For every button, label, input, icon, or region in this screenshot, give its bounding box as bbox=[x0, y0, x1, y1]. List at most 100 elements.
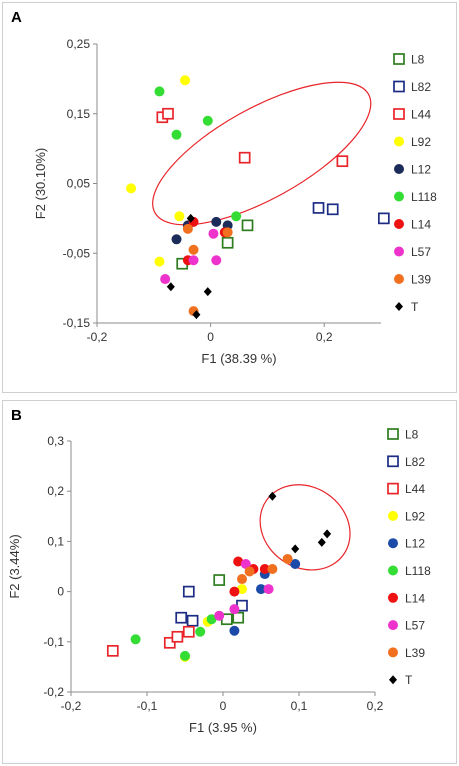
series-l57 bbox=[214, 558, 274, 621]
legend-marker-l82 bbox=[393, 80, 405, 93]
point-l44 bbox=[106, 644, 119, 657]
panel-a-label: A bbox=[11, 9, 22, 26]
point-l118 bbox=[180, 650, 190, 661]
legend-label-l57: L57 bbox=[405, 619, 425, 633]
legend-marker-l39 bbox=[388, 647, 398, 658]
series-l82 bbox=[175, 585, 248, 627]
point-l14 bbox=[259, 564, 270, 575]
legend-label-l39: L39 bbox=[411, 273, 431, 287]
x-tick-label: 0 bbox=[207, 330, 214, 344]
x-tick-label: 0,2 bbox=[316, 330, 333, 344]
y-axis-label: F2 (30.10%) bbox=[33, 148, 48, 220]
legend-label-l82: L82 bbox=[405, 455, 425, 469]
point-l44 bbox=[163, 636, 176, 649]
legend-marker-l8 bbox=[393, 53, 405, 65]
point-l92 bbox=[174, 211, 185, 222]
point-l118 bbox=[206, 614, 217, 625]
series-l57 bbox=[160, 228, 222, 285]
point-l82 bbox=[312, 202, 325, 214]
point-l92 bbox=[237, 584, 247, 595]
y-tick-label: 0,2 bbox=[47, 484, 64, 498]
y-axis-label: F2 (3.44%) bbox=[7, 534, 22, 598]
legend-label-t: T bbox=[411, 300, 419, 314]
point-l82 bbox=[175, 611, 188, 624]
point-l12 bbox=[256, 584, 266, 595]
point-l12 bbox=[290, 558, 301, 569]
y-tick-label: 0,3 bbox=[47, 434, 64, 448]
point-l39 bbox=[267, 564, 278, 575]
point-l57 bbox=[214, 610, 225, 621]
legend-label-l57: L57 bbox=[411, 245, 431, 259]
point-l57 bbox=[208, 228, 219, 239]
point-l44 bbox=[336, 155, 349, 168]
y-tick-label: 0,1 bbox=[47, 534, 64, 548]
legend-label-l44: L44 bbox=[405, 482, 425, 496]
point-l39 bbox=[222, 227, 233, 238]
legend-marker-t bbox=[389, 675, 397, 685]
legend-marker-l39 bbox=[394, 274, 404, 284]
point-l12 bbox=[229, 625, 240, 636]
series-l39 bbox=[237, 553, 293, 585]
legend-label-l92: L92 bbox=[405, 509, 425, 523]
point-l118 bbox=[154, 86, 165, 97]
legend-marker-l12 bbox=[388, 538, 398, 549]
point-t bbox=[166, 282, 175, 292]
series-l118 bbox=[154, 86, 242, 222]
point-l57 bbox=[160, 274, 171, 285]
y-tick-label: -0,15 bbox=[63, 316, 91, 330]
point-l8 bbox=[221, 236, 234, 249]
legend-label-l92: L92 bbox=[411, 135, 431, 149]
point-t bbox=[203, 287, 212, 297]
annotation-ellipse bbox=[152, 81, 372, 226]
legend-marker-l57 bbox=[394, 246, 404, 257]
legend-marker-l12 bbox=[394, 164, 404, 174]
point-l39 bbox=[282, 553, 293, 564]
point-t bbox=[192, 310, 201, 320]
scatter-chart-a: -0,15 -0,05 0,05 0,15 0,25 -0,2 0 0,2 F1 (38.39 … bbox=[33, 37, 437, 366]
y-tick-label: 0,25 bbox=[67, 37, 91, 51]
legend-marker-l8 bbox=[387, 428, 399, 440]
point-t bbox=[268, 491, 277, 501]
series-l44 bbox=[156, 107, 349, 168]
series-l118 bbox=[130, 614, 217, 661]
point-l8 bbox=[241, 219, 254, 232]
legend-label-l12: L12 bbox=[411, 163, 431, 177]
point-l82 bbox=[377, 212, 390, 225]
legend-marker-l118 bbox=[394, 191, 404, 202]
point-l57 bbox=[211, 255, 222, 266]
legend-label-l118: L118 bbox=[405, 564, 431, 578]
point-l12 bbox=[211, 216, 222, 227]
point-l39 bbox=[182, 223, 193, 234]
point-l8 bbox=[213, 574, 226, 586]
point-l57 bbox=[263, 584, 274, 595]
y-tick-label: -0,2 bbox=[43, 685, 64, 699]
y-tick-label: -0,05 bbox=[63, 246, 91, 260]
series-l44 bbox=[106, 625, 195, 657]
legend-label-l14: L14 bbox=[405, 591, 425, 605]
legend-marker-l44 bbox=[393, 108, 405, 120]
legend-label-l8: L8 bbox=[405, 428, 419, 442]
x-tick-label: -0,2 bbox=[61, 699, 82, 713]
legend-label-l14: L14 bbox=[411, 218, 431, 232]
legend-label-l8: L8 bbox=[411, 53, 425, 67]
point-l39 bbox=[244, 566, 255, 577]
legend-marker-l44 bbox=[387, 482, 399, 495]
legend-marker-l14 bbox=[394, 219, 404, 229]
legend-marker-l92 bbox=[388, 510, 398, 521]
point-l92 bbox=[126, 183, 137, 194]
legend-label-l118: L118 bbox=[411, 190, 437, 204]
series-t bbox=[166, 213, 212, 320]
series-t bbox=[268, 491, 332, 554]
series-l14 bbox=[229, 556, 270, 597]
x-tick-label: -0,2 bbox=[87, 330, 108, 344]
point-l92 bbox=[154, 256, 165, 267]
series-l8 bbox=[176, 219, 254, 270]
annotation-ellipse bbox=[259, 484, 351, 571]
legend-marker-l118 bbox=[388, 565, 398, 576]
panel-b-label: B bbox=[11, 407, 22, 424]
legend-label-t: T bbox=[405, 673, 413, 687]
legend-marker-t bbox=[395, 302, 403, 311]
point-l14 bbox=[233, 556, 244, 567]
y-tick-label: 0,15 bbox=[67, 107, 91, 121]
scatter-chart-b: -0,2 -0,1 0 0,1 0,2 0,3 -0,2 -0,1 0 0,1 0,2 F1 (3.9… bbox=[7, 428, 431, 736]
